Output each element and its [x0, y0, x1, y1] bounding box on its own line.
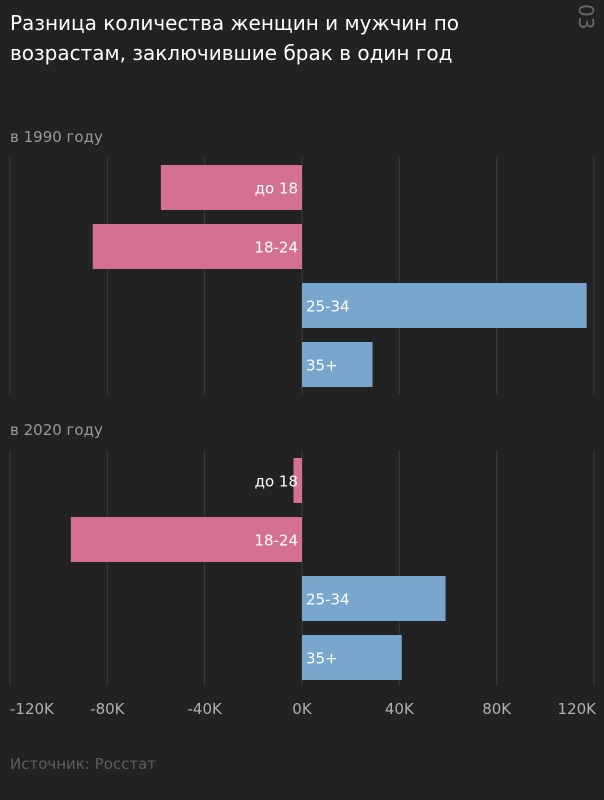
- source-note: Источник: Росстат: [10, 755, 157, 773]
- panel-label-1990: в 1990 году: [10, 128, 103, 146]
- bar-label-panel1-3: 35+: [306, 357, 338, 375]
- bar-label-panel2-3: 35+: [306, 650, 338, 668]
- bar-label-panel2-0: до 18: [255, 473, 298, 491]
- panel-label-2020: в 2020 году: [10, 421, 103, 439]
- bar-label-panel1-2: 25-34: [306, 298, 350, 316]
- bar-panel2-3: [302, 635, 402, 680]
- tick-label-3: 0K: [292, 700, 313, 718]
- bar-panel2-0: [293, 458, 302, 503]
- bar-panel2-1: [70, 517, 302, 562]
- page-number: 03: [574, 4, 598, 30]
- bar-label-panel1-0: до 18: [255, 180, 298, 198]
- bar-label-panel2-2: 25-34: [306, 591, 350, 609]
- tick-label-0: -120K: [10, 700, 55, 718]
- tick-label-4: 40K: [385, 700, 415, 718]
- bar-label-panel2-1: 18-24: [254, 532, 298, 550]
- tick-label-1: -80K: [90, 700, 125, 718]
- tick-label-2: -40K: [187, 700, 222, 718]
- tick-label-6: 120K: [558, 700, 598, 718]
- bar-panel1-1: [92, 224, 302, 269]
- tick-label-5: 80K: [482, 700, 512, 718]
- chart-title: Разница количества женщин и мужчин по во…: [10, 11, 460, 65]
- bar-panel1-3: [302, 342, 373, 387]
- bar-panel1-2: [302, 283, 587, 328]
- bar-panel1-0: [160, 165, 302, 210]
- bar-label-panel1-1: 18-24: [254, 239, 298, 257]
- bar-panel2-2: [302, 576, 446, 621]
